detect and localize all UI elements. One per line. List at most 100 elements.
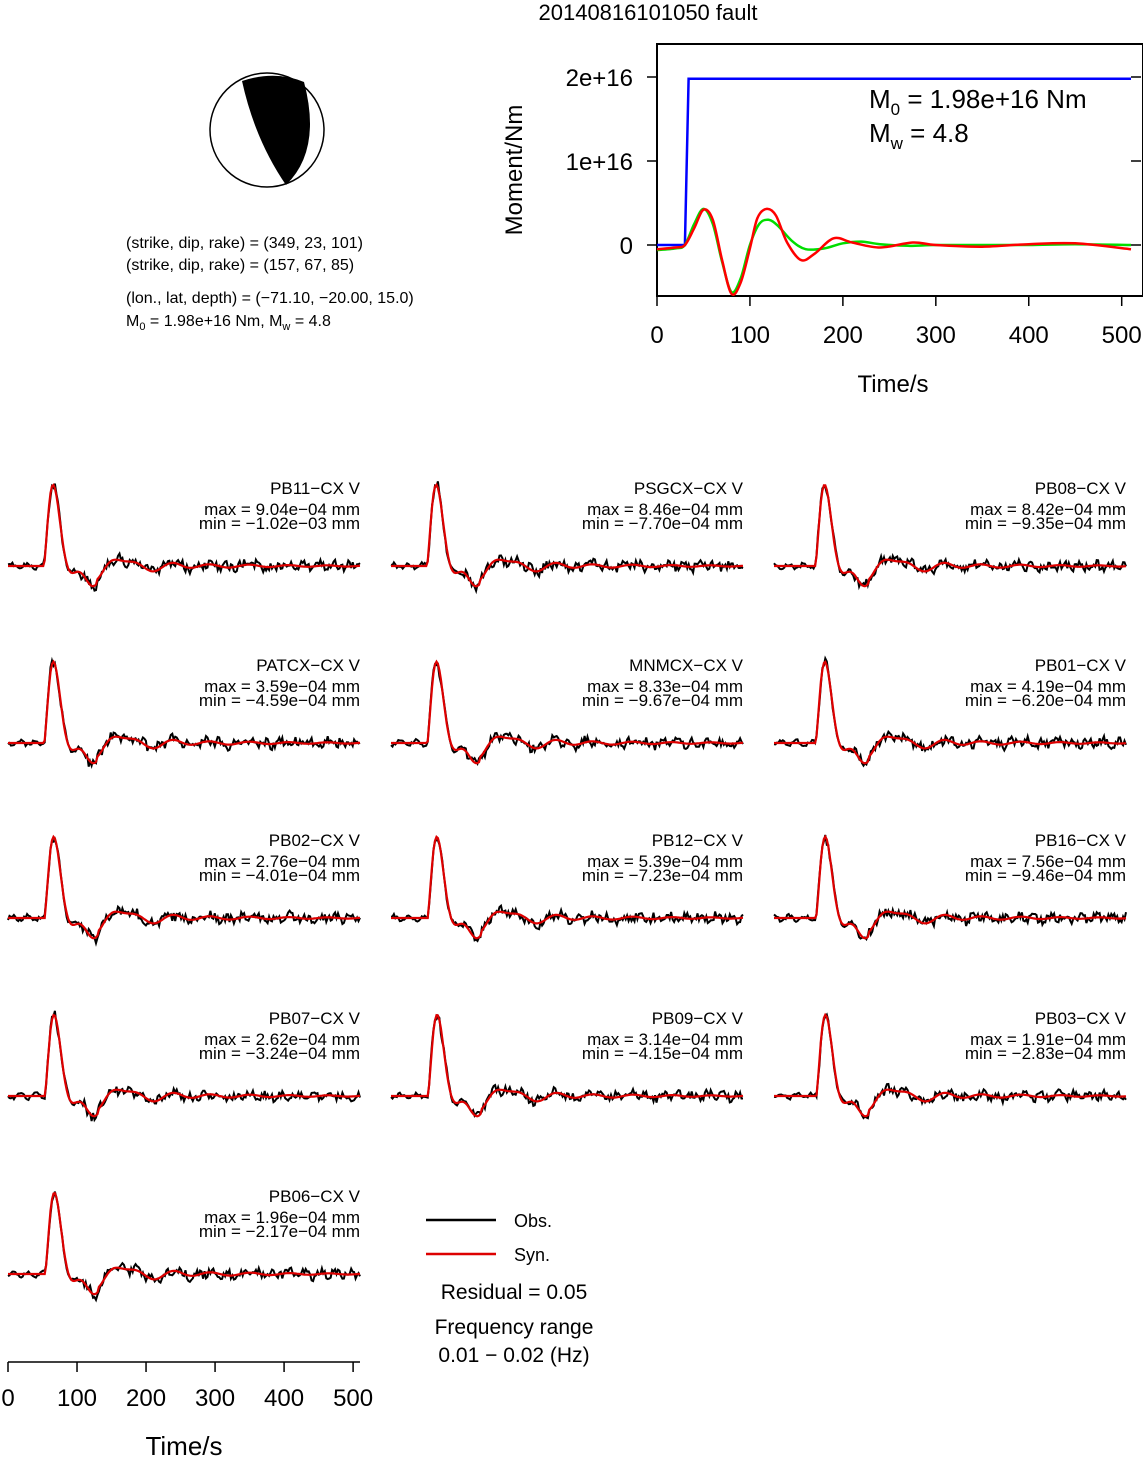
time-axis-label: Time/s xyxy=(145,1431,222,1457)
min-amplitude-label: min = −9.67e−04 mm xyxy=(582,691,743,710)
time-tick-label: 300 xyxy=(195,1385,235,1412)
station-label: PB08−CX V xyxy=(1035,479,1127,498)
synthetic-trace xyxy=(774,1012,1127,1118)
stf-mw-label: Mw = 4.8 xyxy=(869,118,969,153)
legend-obs-label: Obs. xyxy=(514,1211,552,1231)
stf-x-tick-label: 100 xyxy=(730,322,770,349)
station-label: PB12−CX V xyxy=(652,831,744,850)
station-label: PB09−CX V xyxy=(652,1009,744,1028)
max-amplitude-label: max = 8.33e−04 mm xyxy=(587,677,743,696)
max-amplitude-label: max = 2.76e−04 mm xyxy=(204,852,360,871)
stf-y-tick-label: 1e+16 xyxy=(566,149,633,176)
time-tick-label: 400 xyxy=(264,1385,304,1412)
stf-plot-frame xyxy=(656,43,1143,297)
min-amplitude-label: min = −7.70e−04 mm xyxy=(582,514,743,533)
time-tick-label: 100 xyxy=(57,1385,97,1412)
stf-series xyxy=(656,77,1132,296)
stf-y-axis-label: Moment/Nm xyxy=(501,105,528,236)
min-amplitude-label: min = −4.01e−04 mm xyxy=(199,866,360,885)
residual-text: Residual = 0.05 xyxy=(441,1281,588,1304)
max-amplitude-label: max = 9.04e−04 mm xyxy=(204,500,360,519)
stf-series-line xyxy=(657,77,1131,247)
frequency-range-value: 0.01 − 0.02 (Hz) xyxy=(438,1344,589,1367)
station-label: PB02−CX V xyxy=(269,831,361,850)
max-amplitude-label: max = 7.56e−04 mm xyxy=(970,852,1126,871)
station-label: PB11−CX V xyxy=(270,479,361,498)
stf-x-axis-label: Time/s xyxy=(857,371,928,398)
min-amplitude-label: min = −4.15e−04 mm xyxy=(582,1044,743,1063)
min-amplitude-label: min = −7.23e−04 mm xyxy=(582,866,743,885)
time-axis-ticks: 0 100 200 300 400 500 xyxy=(1,1362,373,1412)
max-amplitude-label: max = 3.59e−04 mm xyxy=(204,677,360,696)
synthetic-trace xyxy=(774,484,1127,588)
synthetic-trace xyxy=(391,1013,744,1118)
synthetic-trace xyxy=(8,659,361,765)
station-label: MNMCX−CX V xyxy=(629,656,743,675)
stf-x-tick-label: 400 xyxy=(1009,322,1049,349)
time-tick-label: 500 xyxy=(333,1385,373,1412)
stf-x-tick-label: 300 xyxy=(916,322,956,349)
frequency-range-label: Frequency range xyxy=(435,1316,594,1339)
synthetic-trace xyxy=(774,834,1127,940)
max-amplitude-label: max = 1.91e−04 mm xyxy=(970,1030,1126,1049)
min-amplitude-label: min = −3.24e−04 mm xyxy=(199,1044,360,1063)
stf-y-tick-label: 2e+16 xyxy=(566,65,633,92)
stf-series-line xyxy=(656,207,1132,294)
synthetic-trace xyxy=(8,1191,361,1296)
mechanism-info: (strike, dip, rake) = (349, 23, 101) (st… xyxy=(126,235,414,333)
waveform-time-axis: 0 100 200 300 400 500 Time/s xyxy=(1,1361,373,1457)
synthetic-trace xyxy=(391,659,744,765)
stf-series-line xyxy=(656,207,1132,296)
location-text: (lon., lat, depth) = (−71.10, −20.00, 15… xyxy=(126,290,414,307)
beachball-compressional-quadrant xyxy=(242,75,310,185)
station-label: PB16−CX V xyxy=(1035,831,1127,850)
plane-1-text: (strike, dip, rake) = (349, 23, 101) xyxy=(126,235,363,252)
max-amplitude-label: max = 1.96e−04 mm xyxy=(204,1208,360,1227)
figure-title: 20140816101050 fault xyxy=(539,0,758,25)
synthetic-trace xyxy=(8,834,361,940)
min-amplitude-label: min = −2.83e−04 mm xyxy=(965,1044,1126,1063)
synthetic-trace xyxy=(391,482,744,588)
synthetic-trace xyxy=(774,660,1127,765)
max-amplitude-label: max = 8.46e−04 mm xyxy=(587,500,743,519)
observed-trace xyxy=(773,834,1127,942)
min-amplitude-label: min = −9.35e−04 mm xyxy=(965,514,1126,533)
stf-y-tick-label: 0 xyxy=(620,233,633,260)
station-label: PB01−CX V xyxy=(1035,656,1127,675)
moment-magnitude-text: M0 = 1.98e+16 Nm, Mw = 4.8 xyxy=(126,313,331,333)
station-label: PB07−CX V xyxy=(269,1009,361,1028)
legend: Obs. Syn. Residual = 0.05 Frequency rang… xyxy=(426,1211,593,1367)
stf-x-tick-label: 500 xyxy=(1102,322,1142,349)
focal-mechanism-beachball xyxy=(209,72,325,188)
synthetic-trace xyxy=(391,835,744,940)
station-label: PATCX−CX V xyxy=(256,656,360,675)
min-amplitude-label: min = −9.46e−04 mm xyxy=(965,866,1126,885)
plane-2-text: (strike, dip, rake) = (157, 67, 85) xyxy=(126,257,354,274)
station-label: PB03−CX V xyxy=(1035,1009,1127,1028)
time-tick-label: 0 xyxy=(1,1385,14,1412)
time-tick-label: 200 xyxy=(126,1385,166,1412)
max-amplitude-label: max = 5.39e−04 mm xyxy=(587,852,743,871)
synthetic-trace xyxy=(8,483,361,588)
min-amplitude-label: min = −4.59e−04 mm xyxy=(199,691,360,710)
min-amplitude-label: min = −2.17e−04 mm xyxy=(199,1222,360,1241)
station-label: PSGCX−CX V xyxy=(634,479,744,498)
synthetic-trace xyxy=(8,1013,361,1118)
min-amplitude-label: min = −6.20e−04 mm xyxy=(965,691,1126,710)
moment-rate-chart: 0 1e+16 2e+16 0 100 200 300 400 500 M0 = 1.98e+… xyxy=(501,43,1143,398)
